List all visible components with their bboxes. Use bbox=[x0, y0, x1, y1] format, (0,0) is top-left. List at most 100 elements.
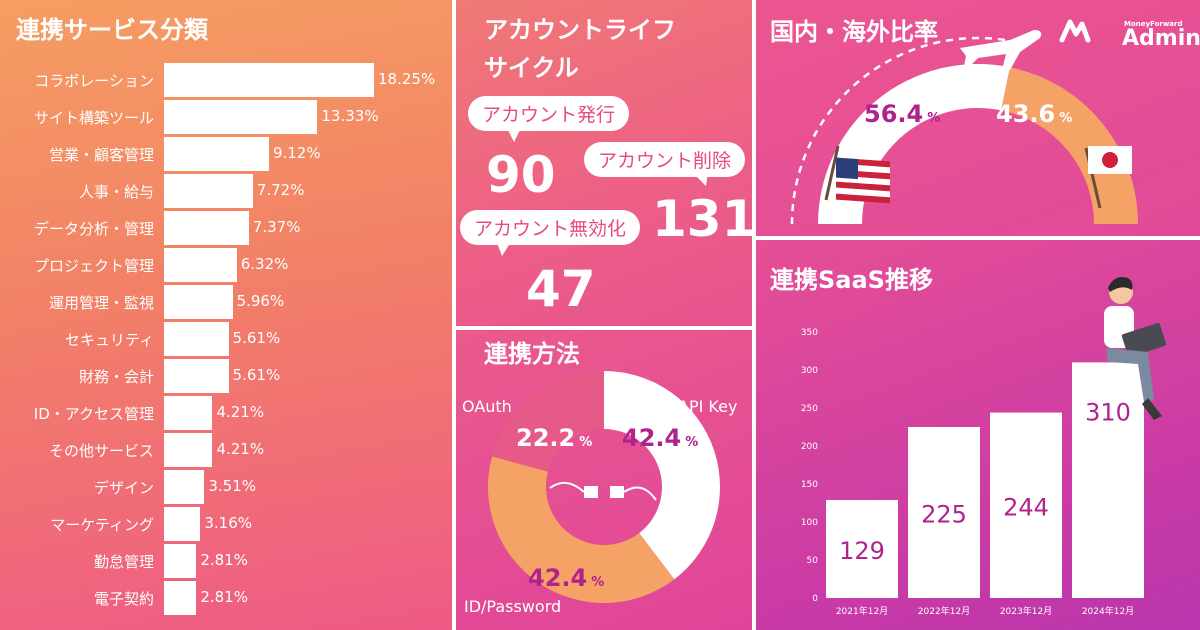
trend-category-label: 2024年12月 bbox=[1082, 605, 1134, 617]
trend-bar-value: 244 bbox=[1003, 493, 1049, 521]
y-tick-label: 250 bbox=[801, 404, 818, 414]
slice-value-oauth: 22.2% bbox=[516, 424, 592, 452]
category-bar bbox=[164, 100, 318, 134]
category-bar bbox=[164, 396, 213, 430]
category-row: 運用管理・監視 5.96% bbox=[0, 285, 452, 319]
category-row: デザイン 3.51% bbox=[0, 470, 452, 504]
category-bar bbox=[164, 248, 237, 282]
issue-label: アカウント発行 bbox=[468, 96, 630, 131]
category-panel: 連携サービス分類 コラボレーション 18.25% サイト構築ツール 13.33% 営業・… bbox=[0, 0, 452, 630]
category-row: コラボレーション 18.25% bbox=[0, 63, 452, 97]
donut-slice-oauth bbox=[492, 371, 604, 472]
category-bar bbox=[164, 322, 229, 356]
person-with-laptop-icon bbox=[1104, 277, 1167, 420]
ratio-panel: 国内・海外比率 56.4%43.6% MoneyForward Admina bbox=[756, 0, 1200, 236]
category-bar bbox=[164, 581, 197, 615]
y-tick-label: 200 bbox=[801, 442, 818, 452]
us-flag-icon bbox=[824, 145, 890, 204]
category-label: 勤怠管理 bbox=[93, 553, 154, 571]
category-bar bbox=[164, 470, 205, 504]
category-row: プロジェクト管理 6.32% bbox=[0, 248, 452, 282]
category-row: サイト構築ツール 13.33% bbox=[0, 100, 452, 134]
category-value: 7.37% bbox=[252, 218, 301, 236]
trend-panel: 連携SaaS推移 0 50 100 150 200 250 300 350 129 2021年12… bbox=[756, 240, 1200, 630]
trend-title: 連携SaaS推移 bbox=[770, 266, 933, 294]
lifecycle-title-line1: アカウントライフ bbox=[484, 16, 676, 44]
category-value: 18.25% bbox=[378, 70, 436, 88]
trend-bar-value: 129 bbox=[839, 537, 885, 565]
category-row: セキュリティ 5.61% bbox=[0, 322, 452, 356]
category-label: 人事・給与 bbox=[78, 183, 154, 201]
brand-small-text: MoneyForward bbox=[1124, 20, 1183, 28]
y-tick-label: 350 bbox=[801, 328, 818, 338]
disable-value: 47 bbox=[526, 260, 596, 318]
category-row: 営業・顧客管理 9.12% bbox=[0, 137, 452, 171]
delete-value: 131 bbox=[652, 190, 752, 248]
slice-label-api-key: API Key bbox=[678, 397, 737, 416]
category-row: 人事・給与 7.72% bbox=[0, 174, 452, 208]
trend-bar-chart: 0 50 100 150 200 250 300 350 129 2021年12月 225 2022年… bbox=[801, 328, 1144, 617]
category-value: 4.21% bbox=[216, 403, 265, 421]
trend-bar bbox=[826, 499, 898, 598]
category-label: 営業・顧客管理 bbox=[48, 146, 154, 164]
category-label: ID・アクセス管理 bbox=[33, 405, 154, 423]
category-label: サイト構築ツール bbox=[33, 109, 154, 127]
slice-label-id-password: ID/Password bbox=[464, 597, 561, 616]
category-label: プロジェクト管理 bbox=[33, 257, 154, 275]
slice-label-oauth: OAuth bbox=[462, 397, 512, 416]
category-row: マーケティング 3.16% bbox=[0, 507, 452, 541]
y-tick-label: 50 bbox=[807, 556, 819, 566]
lifecycle-panel: アカウントライフ サイクル アカウント発行 90 アカウント削除 131 アカウ… bbox=[456, 0, 752, 326]
method-panel: 連携方法 API Key ID/Password OAuth 42.4% 42.4% 22… bbox=[456, 330, 752, 630]
trend-category-label: 2022年12月 bbox=[918, 605, 970, 617]
category-label: データ分析・管理 bbox=[33, 220, 154, 238]
category-value: 5.61% bbox=[232, 329, 281, 347]
category-row: ID・アクセス管理 4.21% bbox=[0, 396, 452, 430]
brand-name: Admina bbox=[1122, 26, 1200, 51]
trend-bar-value: 310 bbox=[1085, 398, 1131, 426]
category-row: その他サービス 4.21% bbox=[0, 433, 452, 467]
category-row: 勤怠管理 2.81% bbox=[0, 544, 452, 578]
lifecycle-title-line2: サイクル bbox=[484, 54, 579, 82]
category-value: 3.16% bbox=[204, 514, 253, 532]
method-title: 連携方法 bbox=[484, 340, 580, 368]
category-value: 2.81% bbox=[200, 588, 248, 606]
trend-category-label: 2023年12月 bbox=[1000, 605, 1052, 617]
ratio-slice-domestic bbox=[1001, 67, 1138, 224]
category-label: デザイン bbox=[93, 479, 154, 497]
category-bar bbox=[164, 63, 374, 97]
category-label: その他サービス bbox=[48, 442, 154, 460]
category-row: データ分析・管理 7.37% bbox=[0, 211, 452, 245]
category-value: 9.12% bbox=[272, 144, 321, 162]
category-bar bbox=[164, 137, 269, 171]
category-label: コラボレーション bbox=[34, 72, 154, 90]
category-bar bbox=[164, 285, 233, 319]
donut-slice-api-key bbox=[604, 371, 720, 580]
category-bar bbox=[164, 211, 249, 245]
category-bar bbox=[164, 507, 201, 541]
dashed-flight-arc bbox=[790, 36, 1014, 225]
trend-bar bbox=[1072, 362, 1144, 598]
issue-value: 90 bbox=[486, 146, 556, 204]
category-row: 電子契約 2.81% bbox=[0, 581, 452, 615]
disable-label: アカウント無効化 bbox=[460, 210, 641, 245]
delete-label: アカウント削除 bbox=[584, 142, 746, 177]
category-row: 財務・会計 5.61% bbox=[0, 359, 452, 393]
category-value: 3.51% bbox=[208, 477, 257, 495]
bubble-tails bbox=[496, 126, 708, 256]
category-title: 連携サービス分類 bbox=[16, 16, 208, 44]
category-value: 4.21% bbox=[216, 440, 265, 458]
category-label: セキュリティ bbox=[64, 331, 154, 349]
category-bar bbox=[164, 544, 197, 578]
plug-connector-icon bbox=[549, 481, 657, 501]
category-bar bbox=[164, 174, 253, 208]
japan-flag-icon bbox=[1084, 146, 1132, 209]
trend-category-label: 2021年12月 bbox=[836, 605, 888, 617]
brand-logo-icon bbox=[1059, 19, 1091, 43]
category-value: 5.61% bbox=[232, 366, 281, 384]
category-value: 2.81% bbox=[200, 551, 248, 569]
category-value: 13.33% bbox=[321, 107, 379, 125]
y-tick-label: 150 bbox=[801, 480, 818, 490]
